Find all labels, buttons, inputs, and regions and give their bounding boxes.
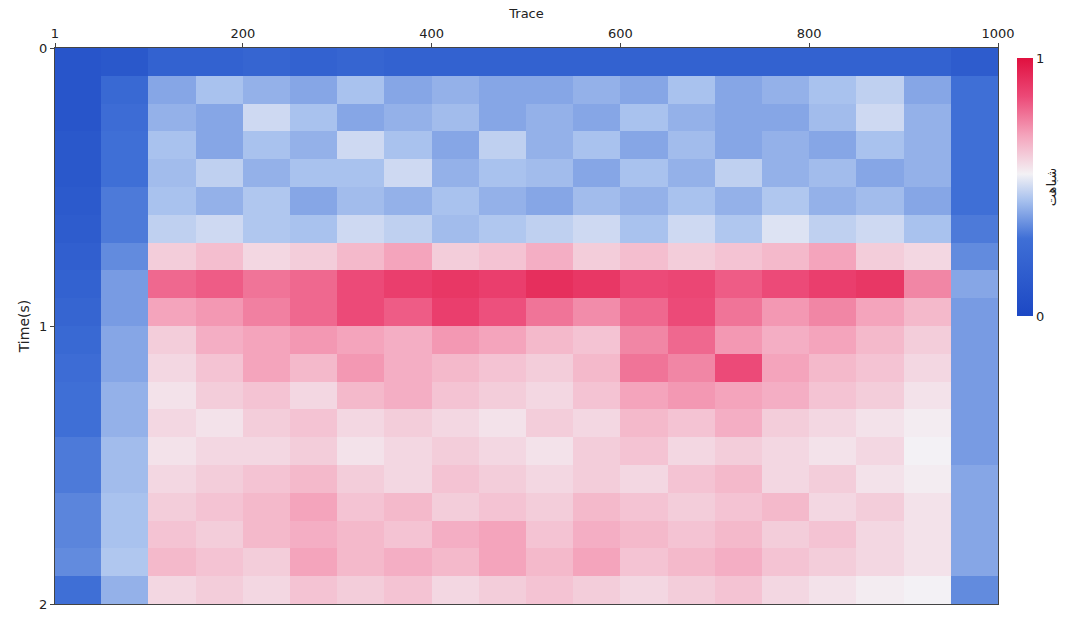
svg-text:شباهت: شباهت (1044, 168, 1059, 206)
svg-text:1: 1 (51, 26, 59, 41)
svg-text:800: 800 (797, 26, 822, 41)
svg-text:2: 2 (39, 597, 47, 612)
svg-text:400: 400 (419, 26, 444, 41)
svg-text:Trace: Trace (508, 6, 544, 21)
svg-text:0: 0 (39, 41, 47, 56)
svg-text:1: 1 (1036, 51, 1044, 66)
svg-text:200: 200 (230, 26, 255, 41)
svg-text:1: 1 (39, 319, 47, 334)
svg-text:600: 600 (608, 26, 633, 41)
svg-text:0: 0 (1036, 309, 1044, 324)
svg-text:Time(s): Time(s) (16, 300, 32, 353)
svg-text:1000: 1000 (981, 26, 1014, 41)
